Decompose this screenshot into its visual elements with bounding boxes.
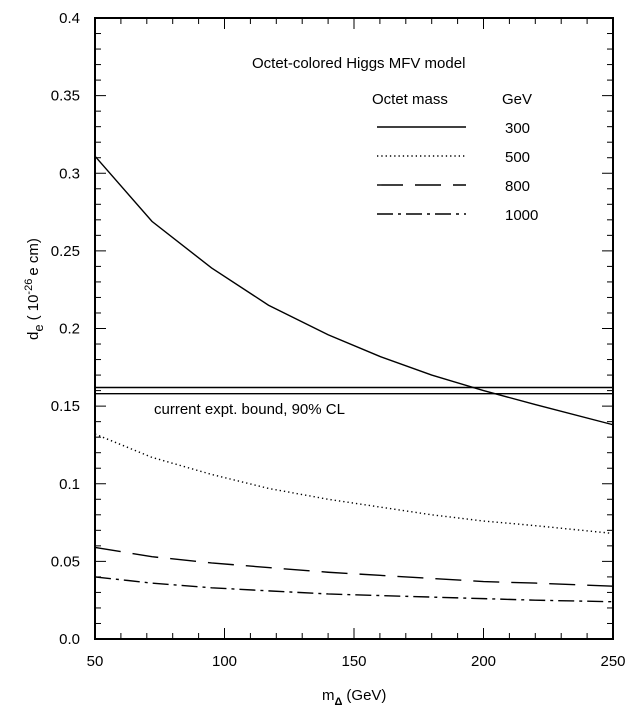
experimental-bound	[95, 386, 613, 395]
series-line-300	[94, 155, 614, 426]
y-axis-label-main: d	[25, 332, 42, 340]
legend-label-300: 300	[505, 120, 530, 137]
legend-label-1000: 1000	[505, 207, 538, 224]
bound-label: current expt. bound, 90% CL	[154, 401, 345, 418]
legend-label-800: 800	[505, 178, 530, 195]
y-tick-label: 0.05	[51, 553, 80, 570]
legend: Octet mass GeV 300 500 800 1000	[372, 91, 538, 224]
x-axis-label-unit: (GeV)	[346, 687, 386, 704]
x-tick-labels: 50 100 150 200 250	[87, 653, 626, 670]
y-tick-label: 0.4	[59, 10, 80, 27]
x-tick-label: 100	[212, 653, 237, 670]
y-axis-label-sub: e	[31, 324, 46, 331]
series-line-1000	[94, 576, 614, 603]
y-axis-label-exp: -26	[23, 279, 35, 295]
x-tick-label: 50	[87, 653, 104, 670]
chart-title: Octet-colored Higgs MFV model	[252, 55, 465, 72]
y-axis-label-unit-close: e cm)	[25, 238, 42, 276]
y-tick-labels: 0.0 0.05 0.1 0.15 0.2 0.25 0.3 0.35 0.4	[51, 10, 80, 648]
series-line-500	[94, 433, 614, 535]
y-tick-label: 0.0	[59, 631, 80, 648]
x-axis-label: mΔ (GeV)	[322, 687, 386, 708]
x-tick-label: 250	[600, 653, 625, 670]
legend-header-right: GeV	[502, 91, 532, 108]
y-axis-label-unit-open: ( 10	[25, 295, 42, 321]
y-tick-label: 0.1	[59, 476, 80, 493]
y-tick-label: 0.35	[51, 88, 80, 105]
series-lines	[94, 155, 614, 603]
svg-text:mΔ(GeV): mΔ (GeV)	[322, 687, 386, 708]
axis-ticks	[94, 17, 614, 640]
x-tick-label: 200	[471, 653, 496, 670]
y-tick-label: 0.15	[51, 398, 80, 415]
series-line-800	[94, 546, 614, 587]
x-axis-label-sub: Δ	[335, 696, 343, 708]
y-tick-label: 0.2	[59, 321, 80, 338]
y-tick-label: 0.3	[59, 165, 80, 182]
plot-frame	[94, 17, 614, 640]
legend-header-left: Octet mass	[372, 91, 448, 108]
y-tick-label: 0.25	[51, 243, 80, 260]
svg-text:de( 10-26e cm): de ( 10-26 e cm)	[23, 238, 46, 340]
y-axis-label: de ( 10-26 e cm)	[23, 238, 46, 340]
x-tick-label: 150	[341, 653, 366, 670]
x-axis-label-main: m	[322, 687, 335, 704]
legend-label-500: 500	[505, 149, 530, 166]
